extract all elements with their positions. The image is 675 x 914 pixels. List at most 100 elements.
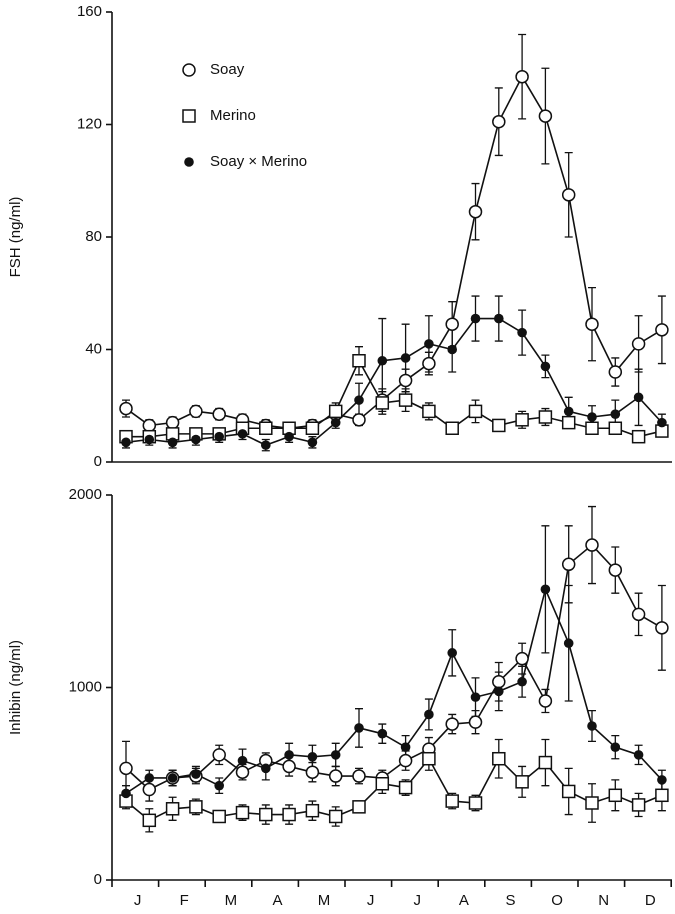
marker bbox=[515, 651, 529, 666]
legend-label: Merino bbox=[210, 107, 256, 124]
marker bbox=[422, 356, 436, 371]
marker bbox=[561, 784, 576, 799]
marker bbox=[237, 755, 248, 766]
marker bbox=[563, 638, 574, 649]
marker bbox=[561, 415, 576, 430]
y-tick-label: 160 bbox=[77, 3, 102, 20]
marker bbox=[191, 769, 201, 779]
y-tick-label: 2000 bbox=[69, 486, 102, 503]
marker bbox=[422, 404, 436, 419]
marker bbox=[492, 114, 506, 129]
marker bbox=[517, 327, 527, 338]
marker bbox=[468, 204, 483, 219]
marker bbox=[121, 437, 131, 448]
marker bbox=[375, 396, 390, 410]
marker bbox=[119, 401, 133, 416]
marker bbox=[587, 412, 597, 422]
marker bbox=[398, 753, 413, 768]
marker bbox=[445, 421, 459, 435]
marker bbox=[237, 429, 248, 439]
marker bbox=[398, 393, 413, 407]
marker bbox=[189, 404, 203, 419]
marker bbox=[538, 109, 553, 123]
legend-label: Soay × Merino bbox=[210, 153, 307, 170]
marker bbox=[259, 807, 273, 822]
marker bbox=[189, 800, 203, 814]
marker bbox=[561, 557, 576, 572]
marker bbox=[585, 796, 599, 810]
marker bbox=[305, 765, 320, 779]
marker bbox=[259, 421, 273, 435]
marker bbox=[377, 728, 388, 739]
marker bbox=[328, 404, 343, 419]
x-tick-label: S bbox=[505, 892, 515, 909]
marker bbox=[494, 686, 504, 697]
marker bbox=[144, 434, 155, 445]
marker bbox=[538, 694, 553, 708]
x-tick-label: F bbox=[180, 892, 189, 909]
marker bbox=[492, 418, 506, 433]
marker bbox=[142, 418, 157, 433]
y-tick-label: 0 bbox=[94, 453, 102, 470]
x-tick-label: O bbox=[551, 892, 563, 909]
marker bbox=[468, 796, 483, 810]
marker bbox=[468, 715, 483, 729]
marker bbox=[538, 410, 553, 424]
marker bbox=[610, 742, 621, 752]
marker bbox=[167, 773, 178, 783]
marker bbox=[330, 417, 341, 428]
x-tick-label: A bbox=[459, 892, 469, 909]
marker bbox=[212, 809, 226, 824]
marker bbox=[305, 803, 320, 818]
marker bbox=[633, 750, 644, 760]
legend-marker bbox=[182, 109, 196, 123]
series-line bbox=[125, 543, 663, 791]
marker bbox=[655, 621, 669, 635]
series-line bbox=[125, 586, 663, 795]
marker bbox=[375, 777, 390, 791]
marker bbox=[631, 607, 646, 622]
marker bbox=[657, 775, 667, 785]
marker bbox=[354, 723, 364, 733]
marker bbox=[328, 769, 343, 783]
marker bbox=[191, 434, 201, 445]
marker bbox=[400, 353, 411, 363]
marker bbox=[585, 317, 599, 331]
series-line bbox=[126, 358, 663, 438]
marker bbox=[165, 802, 180, 816]
marker bbox=[422, 751, 436, 766]
marker bbox=[167, 437, 178, 448]
marker bbox=[631, 337, 646, 351]
marker bbox=[214, 780, 224, 791]
marker bbox=[212, 748, 226, 762]
marker bbox=[445, 794, 459, 808]
marker bbox=[470, 313, 481, 324]
marker bbox=[261, 763, 271, 774]
marker bbox=[121, 788, 131, 799]
legend-marker bbox=[182, 63, 196, 77]
marker bbox=[655, 788, 669, 803]
marker bbox=[400, 742, 411, 752]
marker bbox=[142, 813, 157, 828]
x-tick-label: M bbox=[225, 892, 238, 909]
marker bbox=[515, 413, 529, 427]
marker bbox=[352, 800, 366, 814]
series-line bbox=[125, 75, 663, 430]
y-tick-label: 40 bbox=[85, 340, 102, 357]
legend-marker bbox=[184, 157, 194, 167]
marker bbox=[610, 409, 621, 419]
y-axis-label: Inhibin (ng/ml) bbox=[7, 640, 24, 735]
marker bbox=[515, 775, 529, 789]
x-tick-label: J bbox=[134, 892, 142, 909]
marker bbox=[538, 755, 553, 770]
series-line bbox=[125, 757, 663, 822]
marker bbox=[655, 323, 669, 337]
marker bbox=[352, 769, 366, 783]
x-tick-label: A bbox=[272, 892, 282, 909]
y-tick-label: 120 bbox=[77, 115, 102, 132]
marker bbox=[492, 751, 506, 766]
marker bbox=[398, 780, 413, 795]
marker bbox=[470, 692, 481, 702]
marker bbox=[352, 413, 366, 427]
